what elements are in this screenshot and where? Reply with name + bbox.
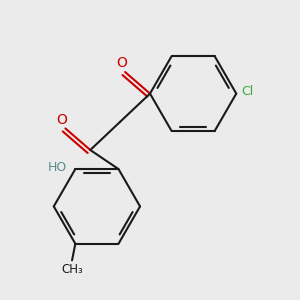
Text: CH₃: CH₃ <box>61 263 83 276</box>
Text: Cl: Cl <box>241 85 254 98</box>
Text: O: O <box>57 113 68 127</box>
Text: HO: HO <box>48 161 67 174</box>
Text: O: O <box>116 56 127 70</box>
